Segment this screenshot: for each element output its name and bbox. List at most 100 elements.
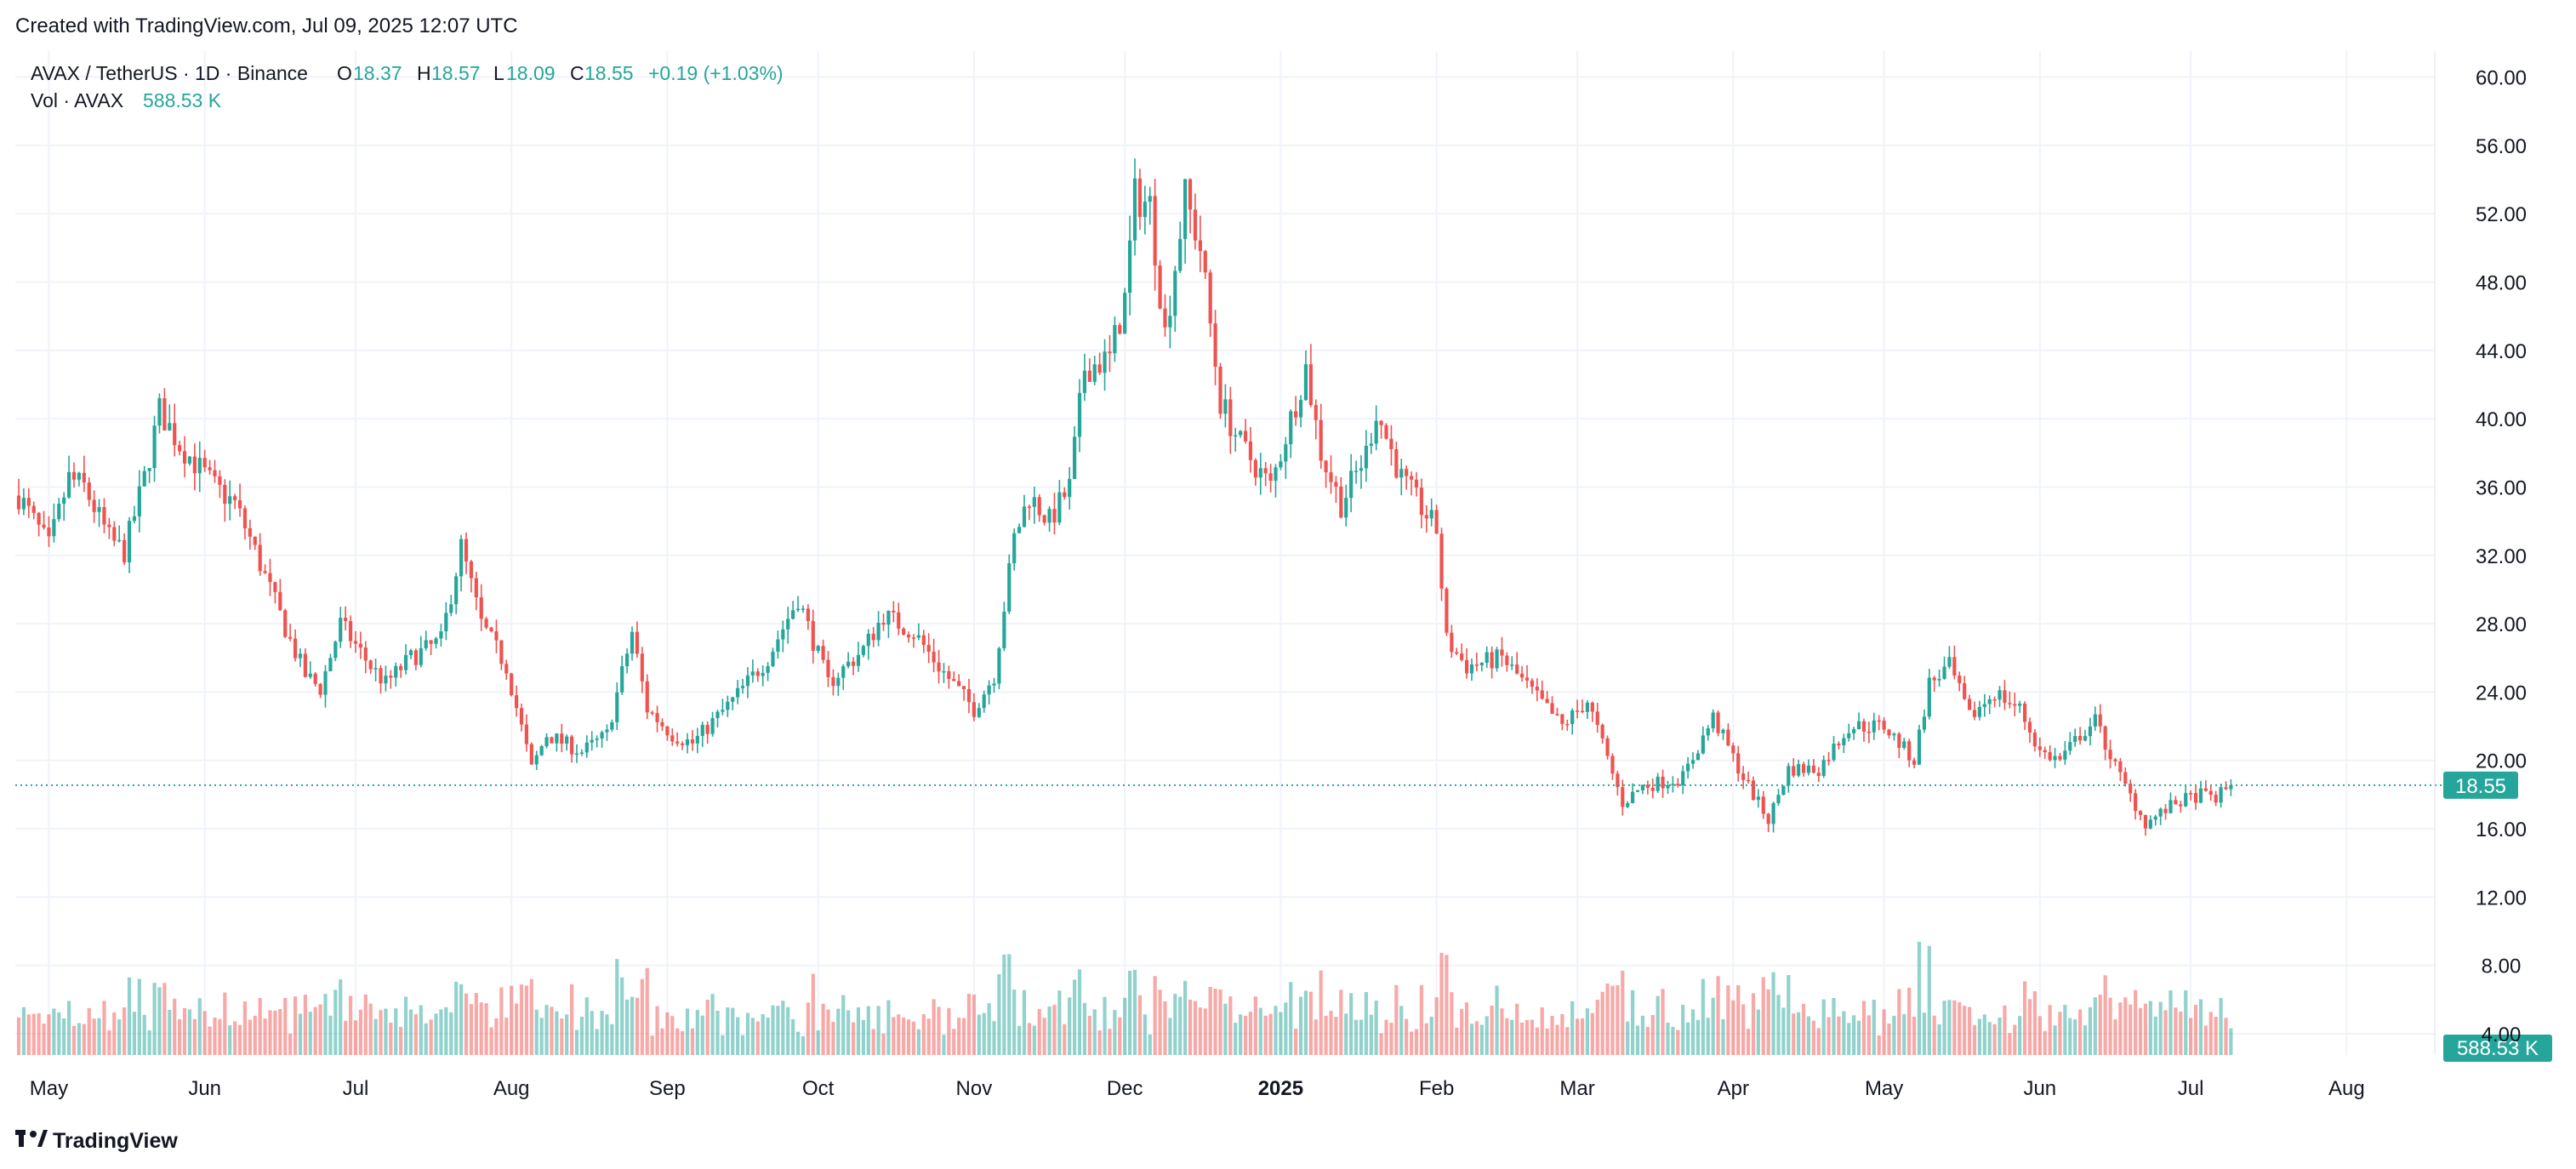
volume-bar [635, 997, 640, 1055]
candle-body [1947, 657, 1952, 667]
volume-bar [117, 1019, 122, 1055]
volume-bar [132, 1012, 137, 1055]
volume-bar [856, 1006, 861, 1055]
candle-body [2148, 819, 2152, 829]
volume-bar [1847, 1023, 1851, 1055]
candle-body [1701, 735, 1705, 754]
volume-bar [1405, 1018, 1409, 1055]
candle-body [1032, 497, 1036, 507]
symbol-legend: AVAX / TetherUS · 1D · Binance O 18.37 H… [31, 62, 784, 84]
volume-bar [560, 1018, 564, 1055]
candle-body [1087, 370, 1091, 382]
volume-bar [1963, 1006, 1967, 1055]
volume-bar [1460, 1008, 1464, 1055]
volume-bar [1223, 1003, 1228, 1055]
volume-bar [2123, 997, 2128, 1055]
volume-bar [218, 1018, 222, 1055]
candle-body [1419, 488, 1423, 516]
volume-bar [1761, 977, 1765, 1055]
candle-body [1354, 470, 1359, 472]
candle-body [333, 642, 338, 659]
candle-body [1907, 741, 1912, 761]
candle-body [539, 746, 544, 756]
volume-bar [1303, 990, 1308, 1055]
candle-body [1263, 468, 1268, 474]
volume-bar [997, 974, 1001, 1055]
volume-bar [550, 1006, 554, 1055]
candle-body [650, 712, 654, 714]
candle-body [1525, 677, 1530, 681]
candle-body [182, 451, 187, 464]
volume-bar [413, 1014, 418, 1055]
volume-bar [1525, 1019, 1530, 1055]
candle-body [1565, 723, 1570, 726]
candle-body [16, 495, 21, 510]
candle-body [2198, 788, 2203, 803]
volume-bar [1927, 945, 1931, 1055]
volume-bar [786, 1006, 790, 1055]
candle-body [1495, 649, 1499, 669]
candle-body [942, 670, 946, 673]
candle-body [147, 468, 151, 471]
volume-bar [1012, 989, 1017, 1055]
candle-body [1188, 179, 1193, 210]
volume-bar [881, 1033, 886, 1055]
volume-bar [2203, 1025, 2208, 1055]
volume-bar [1555, 1024, 1559, 1055]
candle-body [1912, 760, 1917, 765]
candle-body [1776, 795, 1781, 804]
candle-body [897, 612, 901, 629]
candle-body [1656, 776, 1660, 791]
symbol-label[interactable]: AVAX / TetherUS · 1D · Binance [31, 62, 308, 84]
volume-bar [2179, 1011, 2183, 1055]
volume-bar [1103, 996, 1107, 1055]
candle-body [413, 650, 418, 665]
candle-body [977, 708, 981, 717]
candle-body [1827, 760, 1831, 761]
volume-bar [363, 994, 368, 1055]
volume-bar [1168, 1018, 1172, 1055]
volume-bar [1137, 995, 1143, 1055]
volume-bar [26, 1014, 31, 1055]
volume-bar [1308, 991, 1313, 1055]
volume-bar [77, 1023, 82, 1055]
y-tick-label: 12.00 [2476, 887, 2527, 910]
candle-body [1017, 527, 1022, 533]
created-with-text: Created with TradingView.com, Jul 09, 20… [15, 14, 518, 37]
volume-bar [1289, 982, 1293, 1055]
volume-bar [31, 1013, 36, 1055]
volume-bar [795, 1031, 801, 1055]
candle-body [1143, 202, 1147, 218]
candle-body [771, 651, 775, 666]
candle-body [2003, 690, 2007, 704]
volume-value: 588.53 K [143, 89, 222, 111]
candle-body [474, 578, 478, 597]
candle-body [77, 472, 82, 480]
x-tick-label: Sep [649, 1077, 686, 1100]
volume-bar [1907, 987, 1912, 1055]
tradingview-brand[interactable]: TradingView [15, 1129, 178, 1153]
candle-body [2189, 793, 2193, 795]
candle-body [1450, 632, 1454, 653]
volume-bar [681, 1031, 685, 1055]
candle-body [766, 665, 770, 673]
candle-body [1389, 438, 1393, 450]
candle-body [1268, 473, 1273, 482]
candle-body [1479, 662, 1484, 665]
candle-body [479, 596, 483, 619]
volume-bar [2053, 1025, 2057, 1055]
volume-bar [1344, 1013, 1348, 1055]
candle-body [1882, 721, 1886, 730]
volume-bar [1605, 984, 1610, 1055]
candle-body [1751, 780, 1756, 801]
volume-bar [1369, 1014, 1373, 1055]
candle-body [2053, 756, 2057, 761]
volume-bar [1716, 976, 1720, 1055]
volume-bar [92, 1018, 96, 1055]
volume-bar [1866, 1015, 1871, 1055]
candle-body [1500, 649, 1504, 656]
candle-body [997, 648, 1001, 684]
candle-body [87, 482, 91, 500]
volume-bar [1384, 1019, 1388, 1055]
